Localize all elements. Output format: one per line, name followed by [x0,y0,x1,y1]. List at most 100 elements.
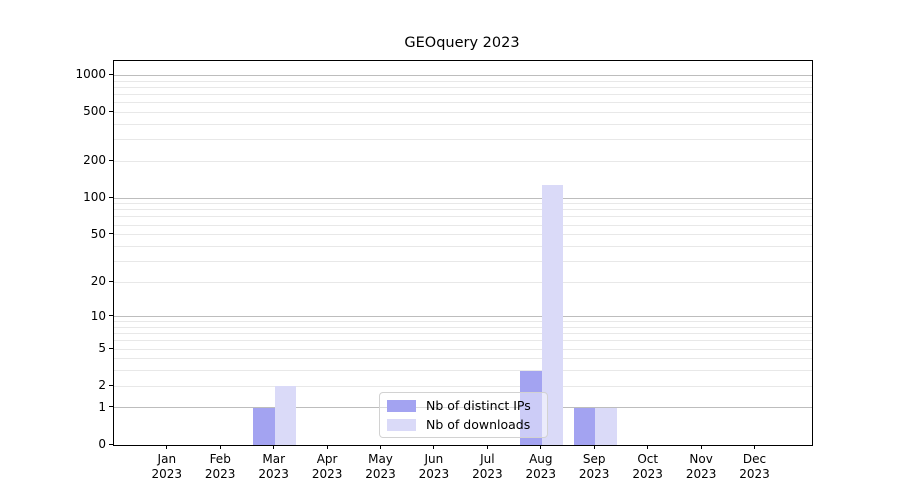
x-axis-tick-label: Nov 2023 [674,452,728,482]
gridline-minor [114,93,812,95]
x-label-year: 2023 [418,467,450,481]
y-axis-tick [109,384,113,386]
gridline-minor [114,321,812,323]
x-axis-tick [754,445,755,449]
gridline-minor [114,86,812,88]
bar-mar-downloads [274,386,297,445]
gridline-minor [114,348,812,350]
y-axis-tick-label: 100 [83,190,106,205]
y-axis-tick [109,73,113,75]
gridline-minor [114,80,812,82]
x-label-month: Jul [480,452,495,466]
x-label-month: Dec [742,452,767,466]
legend-item-downloads: Nb of downloads [387,417,547,432]
y-axis-tick [109,159,113,161]
y-axis-tick-label: 10 [90,308,106,323]
gridline-minor [114,102,812,104]
y-axis-tick-label: 1 [98,399,106,414]
y-axis-tick-label: 500 [83,104,106,119]
gridline-minor [114,224,812,226]
gridline-minor [114,333,812,335]
bar-aug-distinct-ips [520,370,542,445]
x-axis-tick-label: Sep 2023 [567,452,621,482]
bar-mar-distinct-ips [253,407,275,445]
gridline-minor [114,326,812,328]
x-axis-tick [593,445,595,449]
y-axis-tick [109,347,113,349]
x-label-year: 2023 [525,467,557,481]
x-axis-tick-label: Oct 2023 [621,452,675,482]
gridline-major [114,407,812,409]
legend-label-downloads: Nb of downloads [426,417,531,432]
gridline-minor [114,111,812,113]
gridline-minor [114,340,812,342]
y-axis-tick-label: 5 [98,341,106,356]
x-label-year: 2023 [472,467,503,481]
x-label-month: May [368,452,393,466]
x-axis-tick [166,445,168,449]
bar-sep-distinct-ips [573,407,596,445]
grid-layer [114,61,812,445]
x-label-year: 2023 [578,467,610,481]
y-axis-tick-label: 50 [90,226,106,241]
gridline-minor [114,260,812,262]
bars-layer [114,61,812,445]
y-axis-tick-label: 0 [98,437,106,451]
y-axis-tick [109,406,113,408]
x-label-month: Sep [582,452,606,466]
legend-item-distinct-ips: Nb of distinct IPs [387,398,547,413]
gridline-minor [114,216,812,218]
chart-title: GEOquery 2023 [404,35,520,51]
x-axis-tick [380,445,381,449]
x-label-year: 2023 [311,467,343,481]
x-axis-tick [647,445,649,449]
x-axis-tick-label: Dec 2023 [728,452,782,482]
x-label-month: Nov [689,452,713,466]
y-axis-tick [109,233,113,235]
x-label-month: Jan [157,452,177,466]
x-axis-tick-label: Mar 2023 [247,452,301,482]
gridline-minor [114,203,812,205]
legend: Nb of distinct IPs Nb of downloads [379,392,548,438]
y-axis-tick [109,443,113,445]
y-axis-tick-label: 2 [98,378,106,393]
plot-area: Nb of distinct IPs Nb of downloads [113,60,813,446]
y-axis-tick [109,280,113,282]
x-label-year: 2023 [685,467,717,481]
x-label-month: Mar [262,452,285,466]
x-axis-tick [700,445,702,449]
legend-swatch-distinct-ips [387,399,416,412]
x-axis-tick-label: Jan 2023 [140,452,194,482]
x-label-month: Aug [529,452,553,466]
y-axis-tick [109,110,113,112]
gridline-minor [114,385,812,387]
x-axis-tick [219,445,221,449]
gridline-minor [114,370,812,372]
y-axis-tick [109,196,113,198]
x-axis-tick-label: Jul 2023 [460,452,514,482]
x-label-year: 2023 [365,467,396,481]
y-axis-tick-label: 20 [90,274,106,289]
x-label-month: Oct [637,452,659,466]
x-axis-tick-label: Apr 2023 [300,452,354,482]
gridline-minor [114,209,812,211]
x-label-year: 2023 [151,467,183,481]
y-axis-tick [109,315,113,317]
gridline-minor [114,160,812,162]
x-axis-tick [540,445,542,449]
x-axis-tick-label: Feb 2023 [193,452,247,482]
y-axis-tick-label: 200 [83,153,106,168]
x-label-month: Feb [209,452,231,466]
x-axis-tick-label: Aug 2023 [514,452,568,482]
gridline-minor [114,123,812,125]
x-axis-tick [433,445,435,449]
legend-label-distinct-ips: Nb of distinct IPs [426,398,531,413]
x-axis-tick [273,445,275,449]
x-label-year: 2023 [204,467,236,481]
x-axis-tick [326,445,328,449]
gridline-major [114,197,812,199]
gridline-major [114,74,812,76]
x-label-year: 2023 [739,467,770,481]
x-label-month: Jun [424,452,444,466]
